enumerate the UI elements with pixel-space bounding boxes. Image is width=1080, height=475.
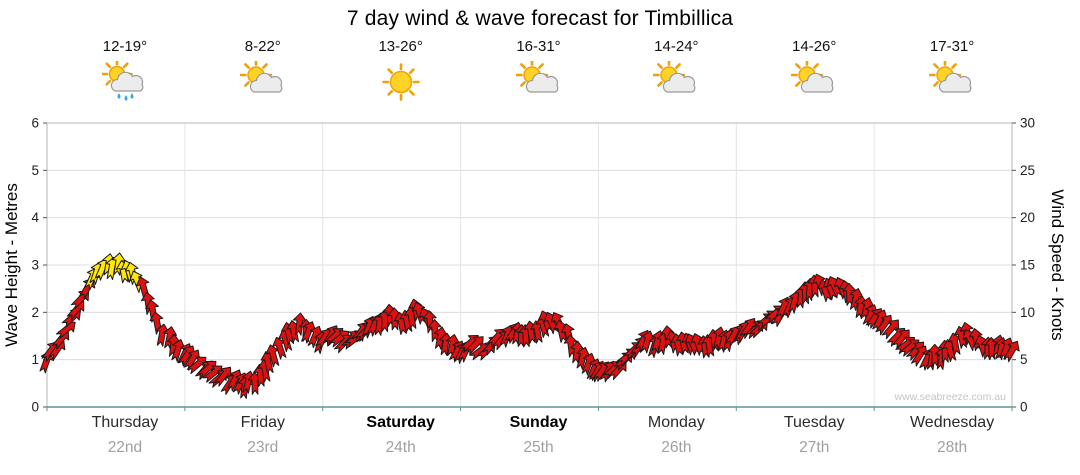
day-temp-range: 14-26° (792, 38, 837, 55)
day-name: Tuesday (783, 414, 845, 431)
sun-cloud-icon (515, 61, 562, 105)
day-temp-range: 13-26° (378, 38, 423, 55)
day-date: 28th (937, 439, 968, 456)
day-column: 8-22° (194, 38, 332, 105)
left-tick-label: 2 (31, 305, 39, 320)
day-column: 14-26° (745, 38, 883, 105)
day-column: 16-31° (470, 38, 608, 105)
day-name: Monday (647, 414, 705, 431)
day-temp-range: 8-22° (244, 38, 281, 55)
day-date: 24th (385, 439, 416, 456)
day-label-row: Thursday 22nd Friday 23rd Saturday 24th Sunday… (56, 414, 1021, 457)
left-tick-label: 0 (31, 400, 39, 415)
day-temp-range: 16-31° (516, 38, 561, 55)
day-column: 12-19° (56, 38, 194, 105)
day-date: 23rd (247, 439, 279, 456)
left-tick-label: 5 (31, 163, 39, 178)
day-name: Saturday (366, 414, 435, 431)
day-column: 14-24° (607, 38, 745, 105)
day-name: Friday (240, 414, 286, 431)
left-tick-label: 6 (31, 116, 39, 131)
left-tick-label: 1 (31, 352, 39, 367)
gridlines (47, 123, 1012, 407)
right-tick-label: 5 (1020, 352, 1028, 367)
watermark: www.seabreeze.com.au (894, 391, 1007, 403)
sun-cloud-icon (791, 61, 837, 105)
day-temp-range: 17-31° (929, 38, 975, 55)
day-label: Saturday 24th (332, 414, 470, 457)
day-name: Wednesday (909, 414, 995, 431)
day-label: Monday 26th (607, 414, 745, 457)
right-tick-label: 15 (1020, 258, 1035, 273)
day-label: Thursday 22nd (56, 414, 194, 457)
day-header-row: 12-19° 8-22° 13-26° 16-31° 14-24° 14-26° 17-31… (56, 38, 1021, 105)
tick-labels: 0 1 2 3 4 5 6 0 5 10 15 20 25 30 www.seabreeze.com.au (31, 116, 1035, 415)
day-label: Wednesday 28th (883, 414, 1021, 457)
sun-cloud-rain-icon (101, 61, 148, 105)
right-tick-label: 20 (1020, 210, 1035, 225)
day-date: 25th (523, 439, 554, 456)
day-date: 27th (799, 439, 830, 456)
right-tick-label: 30 (1020, 116, 1035, 131)
day-name: Thursday (91, 414, 159, 431)
sun-cloud-icon (653, 61, 699, 105)
day-date: 22nd (107, 439, 143, 456)
day-label: Sunday 25th (470, 414, 608, 457)
day-column: 17-31° (883, 38, 1021, 105)
day-temp-range: 12-19° (102, 38, 148, 55)
axes (43, 122, 1016, 411)
sun-icon (378, 61, 424, 105)
right-tick-label: 10 (1020, 305, 1035, 320)
day-temp-range: 14-24° (654, 38, 699, 55)
day-label: Friday 23rd (194, 414, 332, 457)
chart-title: 7 day wind & wave forecast for Timbillic… (346, 7, 734, 30)
day-name: Sunday (509, 414, 568, 431)
right-tick-label: 0 (1020, 400, 1028, 415)
sun-cloud-icon (929, 61, 975, 105)
sun-cloud-icon (239, 61, 286, 105)
day-label: Tuesday 27th (745, 414, 883, 457)
left-tick-label: 4 (31, 210, 39, 225)
left-tick-label: 3 (31, 258, 39, 273)
wind-arrow-series (39, 252, 1020, 400)
day-date: 26th (661, 439, 692, 456)
day-column: 13-26° (332, 38, 470, 105)
right-tick-label: 25 (1020, 163, 1035, 178)
